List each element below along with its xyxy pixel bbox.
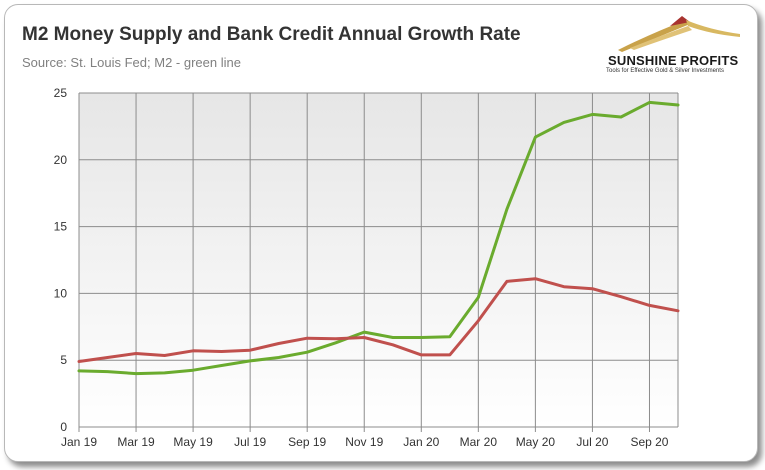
chart-title: M2 Money Supply and Bank Credit Annual G… (22, 24, 521, 45)
series-line-0 (77, 100, 680, 376)
y-tick-label: 15 (54, 220, 68, 234)
y-tick-label: 20 (54, 153, 68, 167)
x-tick-label: Mar 20 (460, 435, 498, 449)
x-tick-label: Sep 19 (288, 435, 326, 449)
y-tick-label: 0 (60, 420, 67, 434)
x-tick-label: Jul 20 (576, 435, 608, 449)
x-tick-label: Jul 19 (234, 435, 266, 449)
x-tick-label: Sep 20 (630, 435, 668, 449)
logo-tagline: Tools for Effective Gold & Silver Invest… (606, 68, 724, 74)
plot-area (79, 93, 678, 427)
y-tick-label: 5 (60, 353, 67, 367)
x-tick-label: Nov 19 (345, 435, 383, 449)
series-line-1 (77, 277, 680, 363)
logo-name: SUNSHINE PROFITS (608, 53, 739, 68)
x-tick-label: May 20 (516, 435, 556, 449)
x-tick-label: Mar 19 (117, 435, 155, 449)
y-tick-label: 10 (54, 286, 68, 300)
x-tick-label: Jan 20 (403, 435, 439, 449)
y-tick-label: 25 (54, 86, 68, 100)
sunshine-profits-logo-icon (618, 16, 740, 52)
x-tick-label: May 19 (173, 435, 213, 449)
chart-subtitle: Source: St. Louis Fed; M2 - green line (22, 55, 241, 70)
x-tick-label: Jan 19 (61, 435, 97, 449)
